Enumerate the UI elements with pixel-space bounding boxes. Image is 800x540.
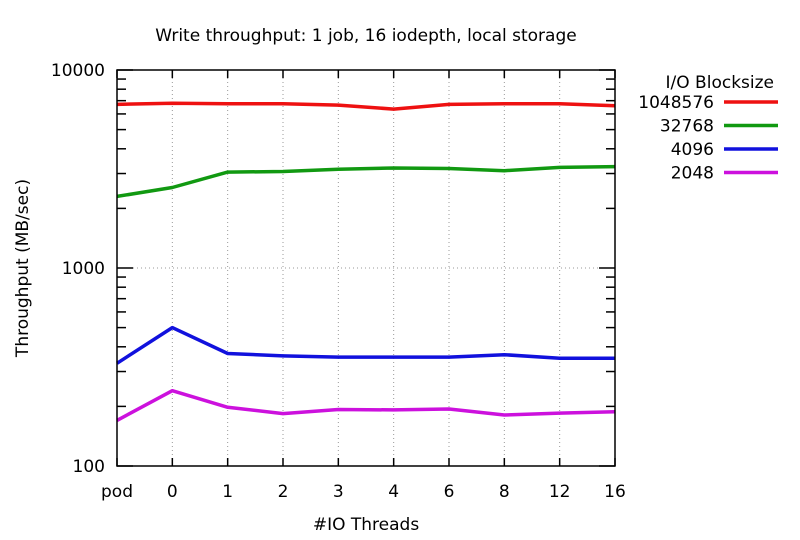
- y-axis-ticks: 100 1000 10000: [51, 61, 615, 477]
- series-line-2048: [116, 388, 616, 422]
- series-line-32768: [116, 164, 616, 199]
- x-tick-label: 16: [604, 482, 626, 502]
- series-line-4096: [116, 325, 615, 365]
- x-tick-label: 0: [167, 482, 178, 502]
- legend-label: 1048576: [638, 93, 714, 113]
- x-tick-label: pod: [101, 482, 133, 502]
- y-tick-label: 10000: [51, 61, 105, 81]
- legend-label: 2048: [671, 164, 714, 184]
- grid: [117, 70, 615, 466]
- x-tick-label: 6: [444, 482, 455, 502]
- y-tick-label: 100: [73, 457, 105, 477]
- x-tick-label: 4: [388, 482, 399, 502]
- x-tick-label: 2: [278, 482, 289, 502]
- x-tick-label: 8: [499, 482, 510, 502]
- legend: I/O Blocksize 1048576 32768 4096 2048: [638, 73, 778, 184]
- series-lines: [116, 101, 616, 422]
- y-tick-label: 1000: [62, 259, 105, 279]
- x-tick-label: 1: [222, 482, 233, 502]
- y-axis-label: Throughput (MB/sec): [13, 179, 33, 358]
- x-axis-label: #IO Threads: [313, 515, 419, 535]
- legend-label: 4096: [671, 140, 714, 160]
- chart-title: Write throughput: 1 job, 16 iodepth, loc…: [155, 26, 576, 46]
- legend-title: I/O Blocksize: [666, 73, 774, 93]
- x-tick-label: 12: [549, 482, 571, 502]
- series-line-1048576: [116, 101, 616, 111]
- x-axis-ticks: pod 0 1 2 3 4 6 8 12 16: [101, 70, 626, 502]
- legend-label: 32768: [660, 117, 714, 137]
- x-tick-label: 3: [333, 482, 344, 502]
